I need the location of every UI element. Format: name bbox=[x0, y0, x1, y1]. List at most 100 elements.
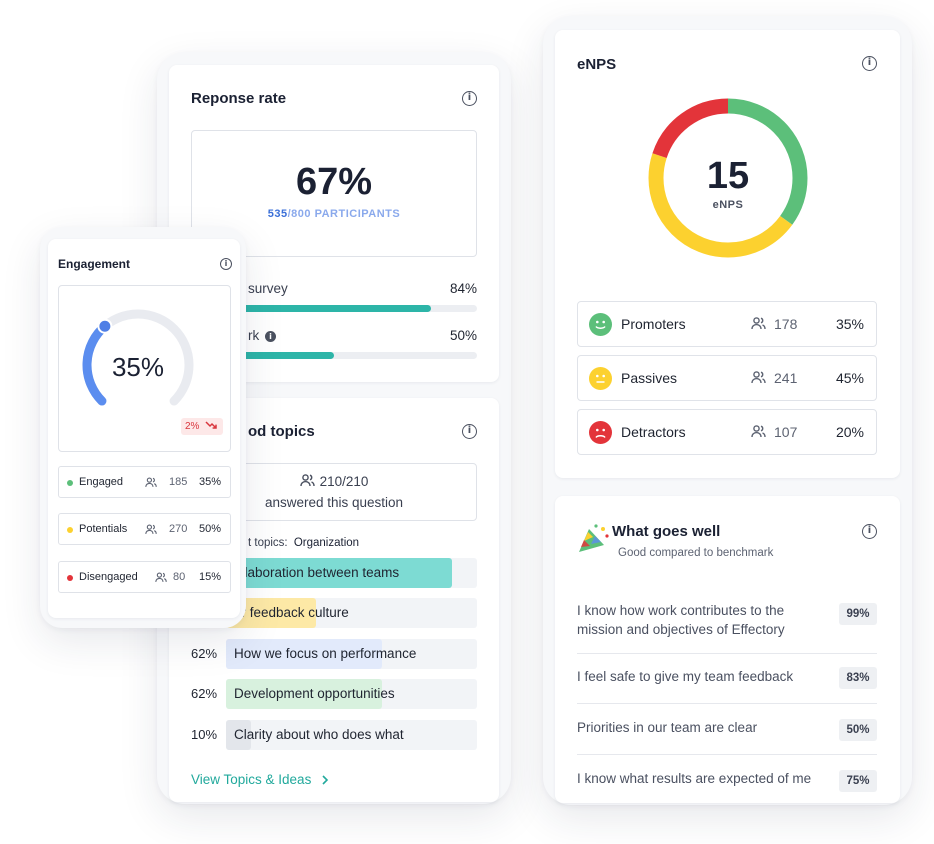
what-goes-well-item[interactable]: I know what results are expected of me 75… bbox=[577, 766, 877, 803]
chevron-right-icon bbox=[322, 775, 329, 785]
enps-row-detractors[interactable]: Detractors 107 20% bbox=[577, 409, 877, 455]
bar-value-survey: 84% bbox=[449, 281, 477, 296]
enps-segment-percent: 35% bbox=[835, 316, 864, 332]
topic-percent: 10% bbox=[191, 727, 218, 742]
engagement-gauge-fill bbox=[82, 321, 110, 406]
what-goes-well-subtitle: Good compared to benchmark bbox=[618, 547, 774, 559]
bar-value-benchmark: 50% bbox=[449, 328, 477, 343]
enps-card: eNPS i 15 eNPS Promoters 178 35% Passives 24… bbox=[555, 30, 900, 478]
enps-segment-label: Passives bbox=[621, 370, 678, 386]
topic-bar: Development opportunities bbox=[226, 679, 477, 709]
engagement-card: Engagement i 35% 2% Engaged 185 35% Potenti… bbox=[48, 239, 240, 618]
info-icon[interactable]: i bbox=[462, 91, 477, 106]
engagement-gauge-knob bbox=[97, 318, 113, 334]
survey-bar-fill bbox=[191, 305, 432, 312]
people-icon bbox=[155, 572, 167, 582]
bar-label-benchmark-text: rk bbox=[248, 328, 260, 343]
enps-score-label: eNPS bbox=[712, 199, 744, 211]
trend-down-icon bbox=[205, 421, 217, 429]
info-icon[interactable]: i bbox=[862, 56, 877, 71]
statement-score-badge: 83% bbox=[839, 667, 877, 689]
enps-donut-chart bbox=[648, 98, 808, 258]
engagement-segment-percent: 15% bbox=[198, 571, 221, 583]
engagement-row-disengaged[interactable]: Disengaged 80 15% bbox=[58, 561, 231, 593]
view-topics-link[interactable]: View Topics & Ideas bbox=[191, 772, 329, 787]
info-icon[interactable]: i bbox=[862, 524, 877, 539]
enps-segment-percent: 20% bbox=[835, 424, 864, 440]
topic-row[interactable]: 62% Development opportunities bbox=[191, 679, 477, 709]
statement-score-badge: 75% bbox=[839, 770, 877, 792]
engagement-percent: 35% bbox=[111, 352, 165, 382]
topic-bar-fill bbox=[226, 720, 252, 750]
topic-percent: 62% bbox=[191, 686, 218, 701]
topic-bar: How we focus on performance bbox=[226, 639, 477, 669]
topic-row[interactable]: 10% Clarity about who does what bbox=[191, 720, 477, 750]
people-icon bbox=[299, 474, 315, 487]
topic-filter-label: t topics: bbox=[248, 537, 288, 549]
enps-segment-count: 241 bbox=[774, 370, 798, 386]
topic-row[interactable]: ollaboration between teams bbox=[191, 558, 477, 588]
what-goes-well-item[interactable]: I feel safe to give my team feedback 83% bbox=[577, 664, 877, 704]
topic-label: ur feedback culture bbox=[234, 605, 349, 620]
engagement-gauge-box: 35% 2% bbox=[58, 285, 231, 452]
engagement-segment-percent: 35% bbox=[198, 476, 221, 488]
topic-row[interactable]: 62% How we focus on performance bbox=[191, 639, 477, 669]
engagement-segment-count: 270 bbox=[169, 523, 188, 535]
statement-text: I know how work contributes to the missi… bbox=[577, 603, 785, 637]
what-goes-well-item[interactable]: I know how work contributes to the missi… bbox=[577, 597, 877, 654]
party-popper-icon bbox=[579, 524, 609, 552]
participants-line: 535/800 PARTICIPANTS bbox=[192, 208, 476, 220]
people-icon bbox=[751, 371, 766, 384]
enps-segment-percent: 45% bbox=[835, 370, 864, 386]
neutral-face-icon bbox=[589, 367, 612, 390]
enps-segment-label: Promoters bbox=[621, 316, 686, 332]
response-rate-percent: 67% bbox=[295, 161, 373, 203]
smile-face-icon bbox=[589, 313, 612, 336]
participants-answered: 535 bbox=[267, 208, 288, 220]
info-icon[interactable]: i bbox=[462, 424, 477, 439]
statement-score-badge: 50% bbox=[839, 719, 877, 741]
engagement-gauge bbox=[82, 309, 194, 406]
sad-face-icon bbox=[589, 421, 612, 444]
enps-row-promoters[interactable]: Promoters 178 35% bbox=[577, 301, 877, 347]
topic-bar: Clarity about who does what bbox=[226, 720, 477, 750]
what-goes-well-item[interactable]: Priorities in our team are clear 50% bbox=[577, 715, 877, 755]
enps-score: 15 bbox=[706, 155, 750, 197]
engagement-segment-label: Potentials bbox=[79, 523, 128, 535]
enps-donut-segment-passives bbox=[648, 98, 808, 258]
people-icon bbox=[145, 524, 157, 534]
info-icon[interactable]: i bbox=[220, 258, 232, 270]
view-topics-link-label[interactable]: View Topics & Ideas bbox=[191, 772, 312, 787]
statement-text: I feel safe to give my team feedback bbox=[577, 669, 794, 684]
engagement-title: Engagement bbox=[58, 257, 131, 271]
engagement-segment-count: 185 bbox=[169, 476, 188, 488]
people-icon bbox=[751, 317, 766, 330]
answered-text: answered this question bbox=[264, 495, 404, 510]
engagement-trend-value: 2% bbox=[185, 421, 200, 432]
topic-label: How we focus on performance bbox=[234, 646, 417, 661]
topic-bar-fill bbox=[226, 679, 382, 709]
topics-title: od topics bbox=[248, 423, 315, 440]
topic-filter-value[interactable]: Organization bbox=[293, 537, 360, 549]
enps-segment-count: 107 bbox=[774, 424, 798, 440]
enps-segment-label: Detractors bbox=[621, 424, 686, 440]
status-dot bbox=[67, 527, 73, 533]
engagement-row-potentials[interactable]: Potentials 270 50% bbox=[58, 513, 231, 545]
people-icon bbox=[145, 477, 157, 487]
status-dot bbox=[67, 480, 73, 486]
statement-text: I know what results are expected of me bbox=[577, 771, 812, 786]
enps-row-passives[interactable]: Passives 241 45% bbox=[577, 355, 877, 401]
benchmark-info-icon[interactable]: i bbox=[265, 331, 277, 342]
bar-label-benchmark: rk i bbox=[248, 328, 277, 343]
engagement-segment-count: 80 bbox=[173, 571, 186, 583]
engagement-segment-percent: 50% bbox=[198, 523, 221, 535]
topic-bar-fill bbox=[226, 558, 452, 588]
topic-bar: ollaboration between teams bbox=[226, 558, 477, 588]
topic-filter: t topics: Organization bbox=[248, 537, 359, 549]
engagement-segment-label: Engaged bbox=[79, 476, 124, 488]
answered-count: 210/210 bbox=[319, 474, 369, 489]
topic-percent: 62% bbox=[191, 646, 218, 661]
engagement-row-engaged[interactable]: Engaged 185 35% bbox=[58, 466, 231, 498]
enps-title: eNPS bbox=[577, 56, 617, 73]
response-rate-title: Reponse rate bbox=[191, 90, 287, 107]
